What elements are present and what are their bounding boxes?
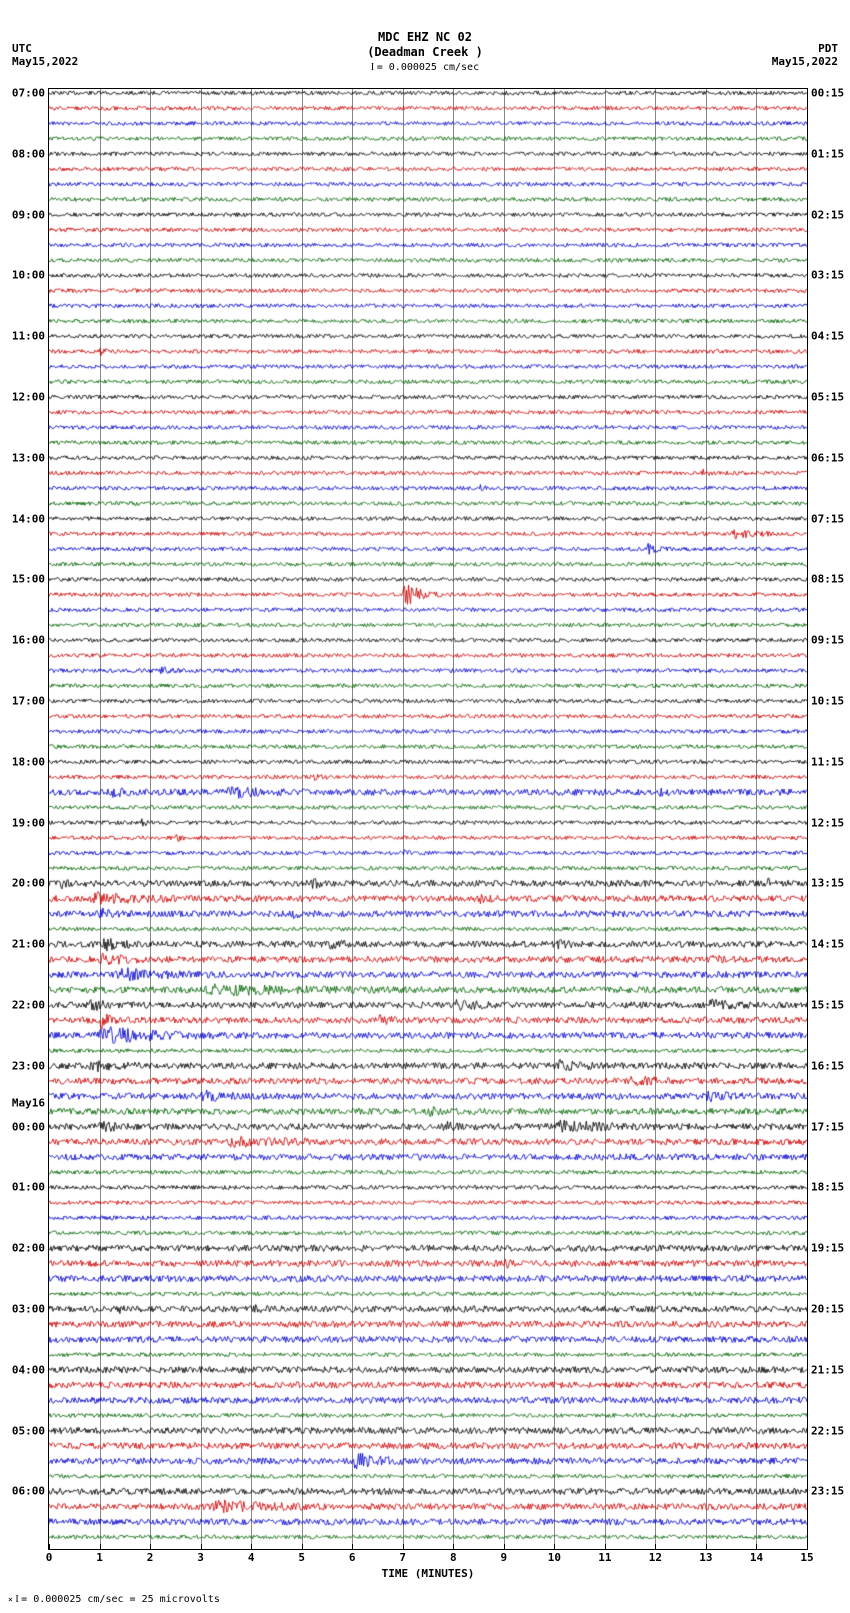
grid-line xyxy=(756,89,757,1549)
right-time-label: 20:15 xyxy=(811,1303,844,1316)
right-time-label: 01:15 xyxy=(811,147,844,160)
left-time-label: 06:00 xyxy=(12,1485,45,1498)
left-time-label: 12:00 xyxy=(12,391,45,404)
grid-line xyxy=(453,89,454,1549)
right-time-label: 11:15 xyxy=(811,755,844,768)
left-time-label: 04:00 xyxy=(12,1363,45,1376)
grid-line xyxy=(403,89,404,1549)
left-time-label: 23:00 xyxy=(12,1059,45,1072)
right-time-label: 00:15 xyxy=(811,87,844,100)
grid-line xyxy=(352,89,353,1549)
right-time-label: 18:15 xyxy=(811,1181,844,1194)
grid-line xyxy=(100,89,101,1549)
right-time-label: 06:15 xyxy=(811,451,844,464)
right-time-label: 09:15 xyxy=(811,634,844,647)
left-time-label: 19:00 xyxy=(12,816,45,829)
right-time-label: 03:15 xyxy=(811,269,844,282)
left-time-label: 00:00 xyxy=(12,1120,45,1133)
left-time-label: 17:00 xyxy=(12,695,45,708)
x-tick-label: 7 xyxy=(399,1551,406,1564)
right-time-label: 04:15 xyxy=(811,330,844,343)
x-tick-label: 11 xyxy=(598,1551,611,1564)
left-time-label: 18:00 xyxy=(12,755,45,768)
left-time-label: 03:00 xyxy=(12,1303,45,1316)
left-time-label: 01:00 xyxy=(12,1181,45,1194)
left-time-label: 07:00 xyxy=(12,87,45,100)
x-tick-label: 0 xyxy=(46,1551,53,1564)
left-date: May15,2022 xyxy=(12,55,78,68)
grid-line xyxy=(302,89,303,1549)
right-time-label: 23:15 xyxy=(811,1485,844,1498)
left-time-label: 02:00 xyxy=(12,1242,45,1255)
left-time-label: 11:00 xyxy=(12,330,45,343)
x-tick-label: 12 xyxy=(649,1551,662,1564)
left-time-label: 05:00 xyxy=(12,1424,45,1437)
left-time-label: 16:00 xyxy=(12,634,45,647)
x-tick-label: 8 xyxy=(450,1551,457,1564)
right-time-label: 02:15 xyxy=(811,208,844,221)
grid-line xyxy=(655,89,656,1549)
right-time-label: 19:15 xyxy=(811,1242,844,1255)
x-tick-label: 9 xyxy=(500,1551,507,1564)
right-time-label: 13:15 xyxy=(811,877,844,890)
right-time-label: 12:15 xyxy=(811,816,844,829)
left-time-label: 15:00 xyxy=(12,573,45,586)
grid-line xyxy=(150,89,151,1549)
grid-line xyxy=(504,89,505,1549)
grid-line xyxy=(251,89,252,1549)
x-tick-label: 1 xyxy=(96,1551,103,1564)
right-time-label: 08:15 xyxy=(811,573,844,586)
x-tick-label: 14 xyxy=(750,1551,763,1564)
right-time-label: 22:15 xyxy=(811,1424,844,1437)
grid-line xyxy=(706,89,707,1549)
station-subtitle: (Deadman Creek ) xyxy=(0,45,850,59)
x-tick-label: 6 xyxy=(349,1551,356,1564)
right-time-label: 10:15 xyxy=(811,695,844,708)
grid-line xyxy=(554,89,555,1549)
right-time-label: 15:15 xyxy=(811,999,844,1012)
x-tick-label: 4 xyxy=(248,1551,255,1564)
footer-scale: × I = 0.000025 cm/sec = 25 microvolts xyxy=(8,1594,220,1605)
left-time-label: 14:00 xyxy=(12,512,45,525)
right-date: May15,2022 xyxy=(772,55,838,68)
left-time-label: 20:00 xyxy=(12,877,45,890)
right-time-label: 21:15 xyxy=(811,1363,844,1376)
x-tick-label: 10 xyxy=(548,1551,561,1564)
left-time-label: 10:00 xyxy=(12,269,45,282)
left-timezone: UTC xyxy=(12,42,32,55)
seismogram-container: MDC EHZ NC 02 (Deadman Creek ) I = 0.000… xyxy=(0,0,850,1613)
right-time-label: 07:15 xyxy=(811,512,844,525)
x-tick-label: 2 xyxy=(147,1551,154,1564)
left-time-label: 13:00 xyxy=(12,451,45,464)
left-time-label: 21:00 xyxy=(12,938,45,951)
right-time-label: 17:15 xyxy=(811,1120,844,1133)
right-time-label: 14:15 xyxy=(811,938,844,951)
x-tick-label: 15 xyxy=(800,1551,813,1564)
left-time-label: 09:00 xyxy=(12,208,45,221)
right-timezone: PDT xyxy=(818,42,838,55)
grid-line xyxy=(201,89,202,1549)
scale-indicator: I = 0.000025 cm/sec xyxy=(0,62,850,73)
seismic-traces xyxy=(49,89,807,1549)
x-tick-label: 3 xyxy=(197,1551,204,1564)
left-date-marker: May16 xyxy=(12,1097,45,1110)
station-title: MDC EHZ NC 02 xyxy=(0,30,850,44)
x-tick-label: 5 xyxy=(298,1551,305,1564)
left-time-label: 22:00 xyxy=(12,999,45,1012)
x-tick-label: 13 xyxy=(699,1551,712,1564)
x-axis-label: TIME (MINUTES) xyxy=(49,1567,807,1580)
seismogram-plot: TIME (MINUTES) 012345678910111213141507:… xyxy=(48,88,808,1550)
right-time-label: 05:15 xyxy=(811,391,844,404)
grid-line xyxy=(605,89,606,1549)
right-time-label: 16:15 xyxy=(811,1059,844,1072)
left-time-label: 08:00 xyxy=(12,147,45,160)
